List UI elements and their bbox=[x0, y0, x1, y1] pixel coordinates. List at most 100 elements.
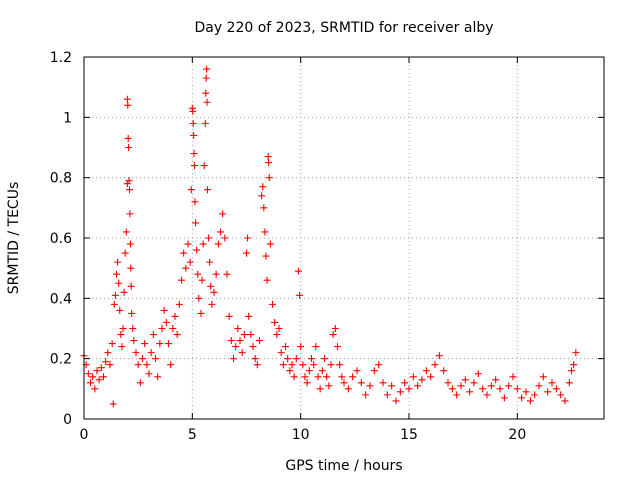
data-point bbox=[409, 373, 417, 381]
data-point bbox=[147, 349, 155, 357]
data-point bbox=[431, 361, 439, 369]
data-point bbox=[89, 373, 97, 381]
data-point bbox=[204, 186, 211, 194]
data-point bbox=[435, 352, 443, 360]
data-point bbox=[496, 385, 504, 393]
data-point bbox=[522, 388, 530, 396]
data-point bbox=[171, 312, 179, 320]
data-point bbox=[492, 376, 500, 384]
data-point bbox=[264, 153, 272, 161]
data-point bbox=[518, 394, 526, 402]
data-point bbox=[97, 364, 105, 372]
data-point bbox=[202, 74, 210, 82]
data-point bbox=[457, 382, 465, 390]
data-point bbox=[167, 361, 175, 369]
data-point bbox=[444, 379, 452, 387]
data-point bbox=[178, 276, 185, 284]
data-point bbox=[370, 367, 378, 375]
data-point bbox=[323, 373, 331, 381]
data-point bbox=[379, 379, 387, 387]
y-tick-label: 0.2 bbox=[50, 352, 72, 368]
data-point bbox=[125, 177, 133, 185]
data-point bbox=[479, 385, 487, 393]
data-point bbox=[199, 240, 207, 248]
data-point bbox=[334, 343, 341, 351]
data-point bbox=[344, 385, 352, 393]
data-point bbox=[225, 312, 233, 320]
data-point bbox=[422, 367, 430, 375]
data-point bbox=[141, 340, 149, 348]
data-point bbox=[236, 337, 244, 345]
data-point bbox=[145, 370, 153, 378]
data-point bbox=[539, 373, 547, 381]
data-point bbox=[318, 367, 326, 375]
data-point bbox=[124, 134, 132, 142]
data-point bbox=[186, 258, 194, 266]
data-point bbox=[269, 300, 276, 308]
x-tick-label: 5 bbox=[188, 427, 197, 443]
data-point bbox=[383, 391, 391, 399]
x-tick-label: 20 bbox=[508, 427, 526, 443]
data-point bbox=[206, 258, 214, 266]
data-point bbox=[279, 361, 287, 369]
data-point bbox=[187, 186, 195, 194]
data-point bbox=[453, 391, 461, 399]
data-point bbox=[245, 312, 253, 320]
data-point bbox=[217, 228, 224, 236]
data-point bbox=[405, 385, 413, 393]
data-point bbox=[261, 228, 269, 236]
data-point bbox=[221, 234, 229, 242]
data-point bbox=[214, 240, 222, 248]
tick-labels-layer: 0 5 10 15 20 0 0.2 0.4 0.6 0.8 1 1.2 bbox=[50, 50, 527, 443]
data-point bbox=[84, 370, 92, 378]
data-point bbox=[247, 331, 255, 339]
data-point bbox=[310, 361, 318, 369]
data-point bbox=[212, 270, 220, 278]
data-point bbox=[208, 300, 216, 308]
data-point bbox=[440, 367, 448, 375]
data-point bbox=[262, 252, 270, 260]
data-point bbox=[266, 240, 274, 248]
data-point bbox=[251, 355, 259, 363]
data-point bbox=[290, 373, 298, 381]
data-point bbox=[113, 270, 120, 278]
data-point bbox=[118, 343, 126, 351]
data-point bbox=[87, 379, 94, 387]
ticks-layer bbox=[83, 56, 604, 420]
y-tick-label: 0.8 bbox=[50, 171, 72, 187]
data-point bbox=[470, 379, 478, 387]
data-point bbox=[156, 340, 164, 348]
data-point bbox=[240, 331, 248, 339]
data-point bbox=[552, 385, 560, 393]
y-tick-label: 1 bbox=[63, 110, 72, 126]
data-point bbox=[126, 240, 134, 248]
data-point bbox=[91, 385, 99, 393]
data-point bbox=[570, 361, 578, 369]
data-point bbox=[513, 385, 521, 393]
data-point bbox=[526, 397, 534, 405]
data-point bbox=[243, 249, 250, 257]
data-point bbox=[160, 306, 168, 314]
data-point bbox=[95, 376, 103, 384]
data-point bbox=[284, 355, 292, 363]
data-point bbox=[466, 388, 474, 396]
data-point bbox=[312, 343, 320, 351]
data-point bbox=[102, 358, 110, 366]
data-point bbox=[331, 325, 339, 332]
data-point bbox=[205, 234, 213, 242]
x-tick-label: 0 bbox=[80, 427, 89, 443]
data-point bbox=[230, 355, 237, 363]
data-point bbox=[123, 180, 131, 188]
data-point bbox=[201, 119, 209, 127]
data-point bbox=[128, 309, 136, 317]
data-point bbox=[223, 270, 231, 278]
data-point bbox=[544, 388, 552, 396]
y-tick-label: 0.6 bbox=[50, 231, 72, 247]
data-point bbox=[548, 379, 556, 387]
data-point bbox=[195, 294, 203, 302]
data-point bbox=[259, 183, 267, 191]
data-point bbox=[362, 391, 370, 399]
data-point bbox=[487, 382, 495, 390]
data-point bbox=[136, 379, 144, 387]
data-point bbox=[505, 382, 513, 390]
